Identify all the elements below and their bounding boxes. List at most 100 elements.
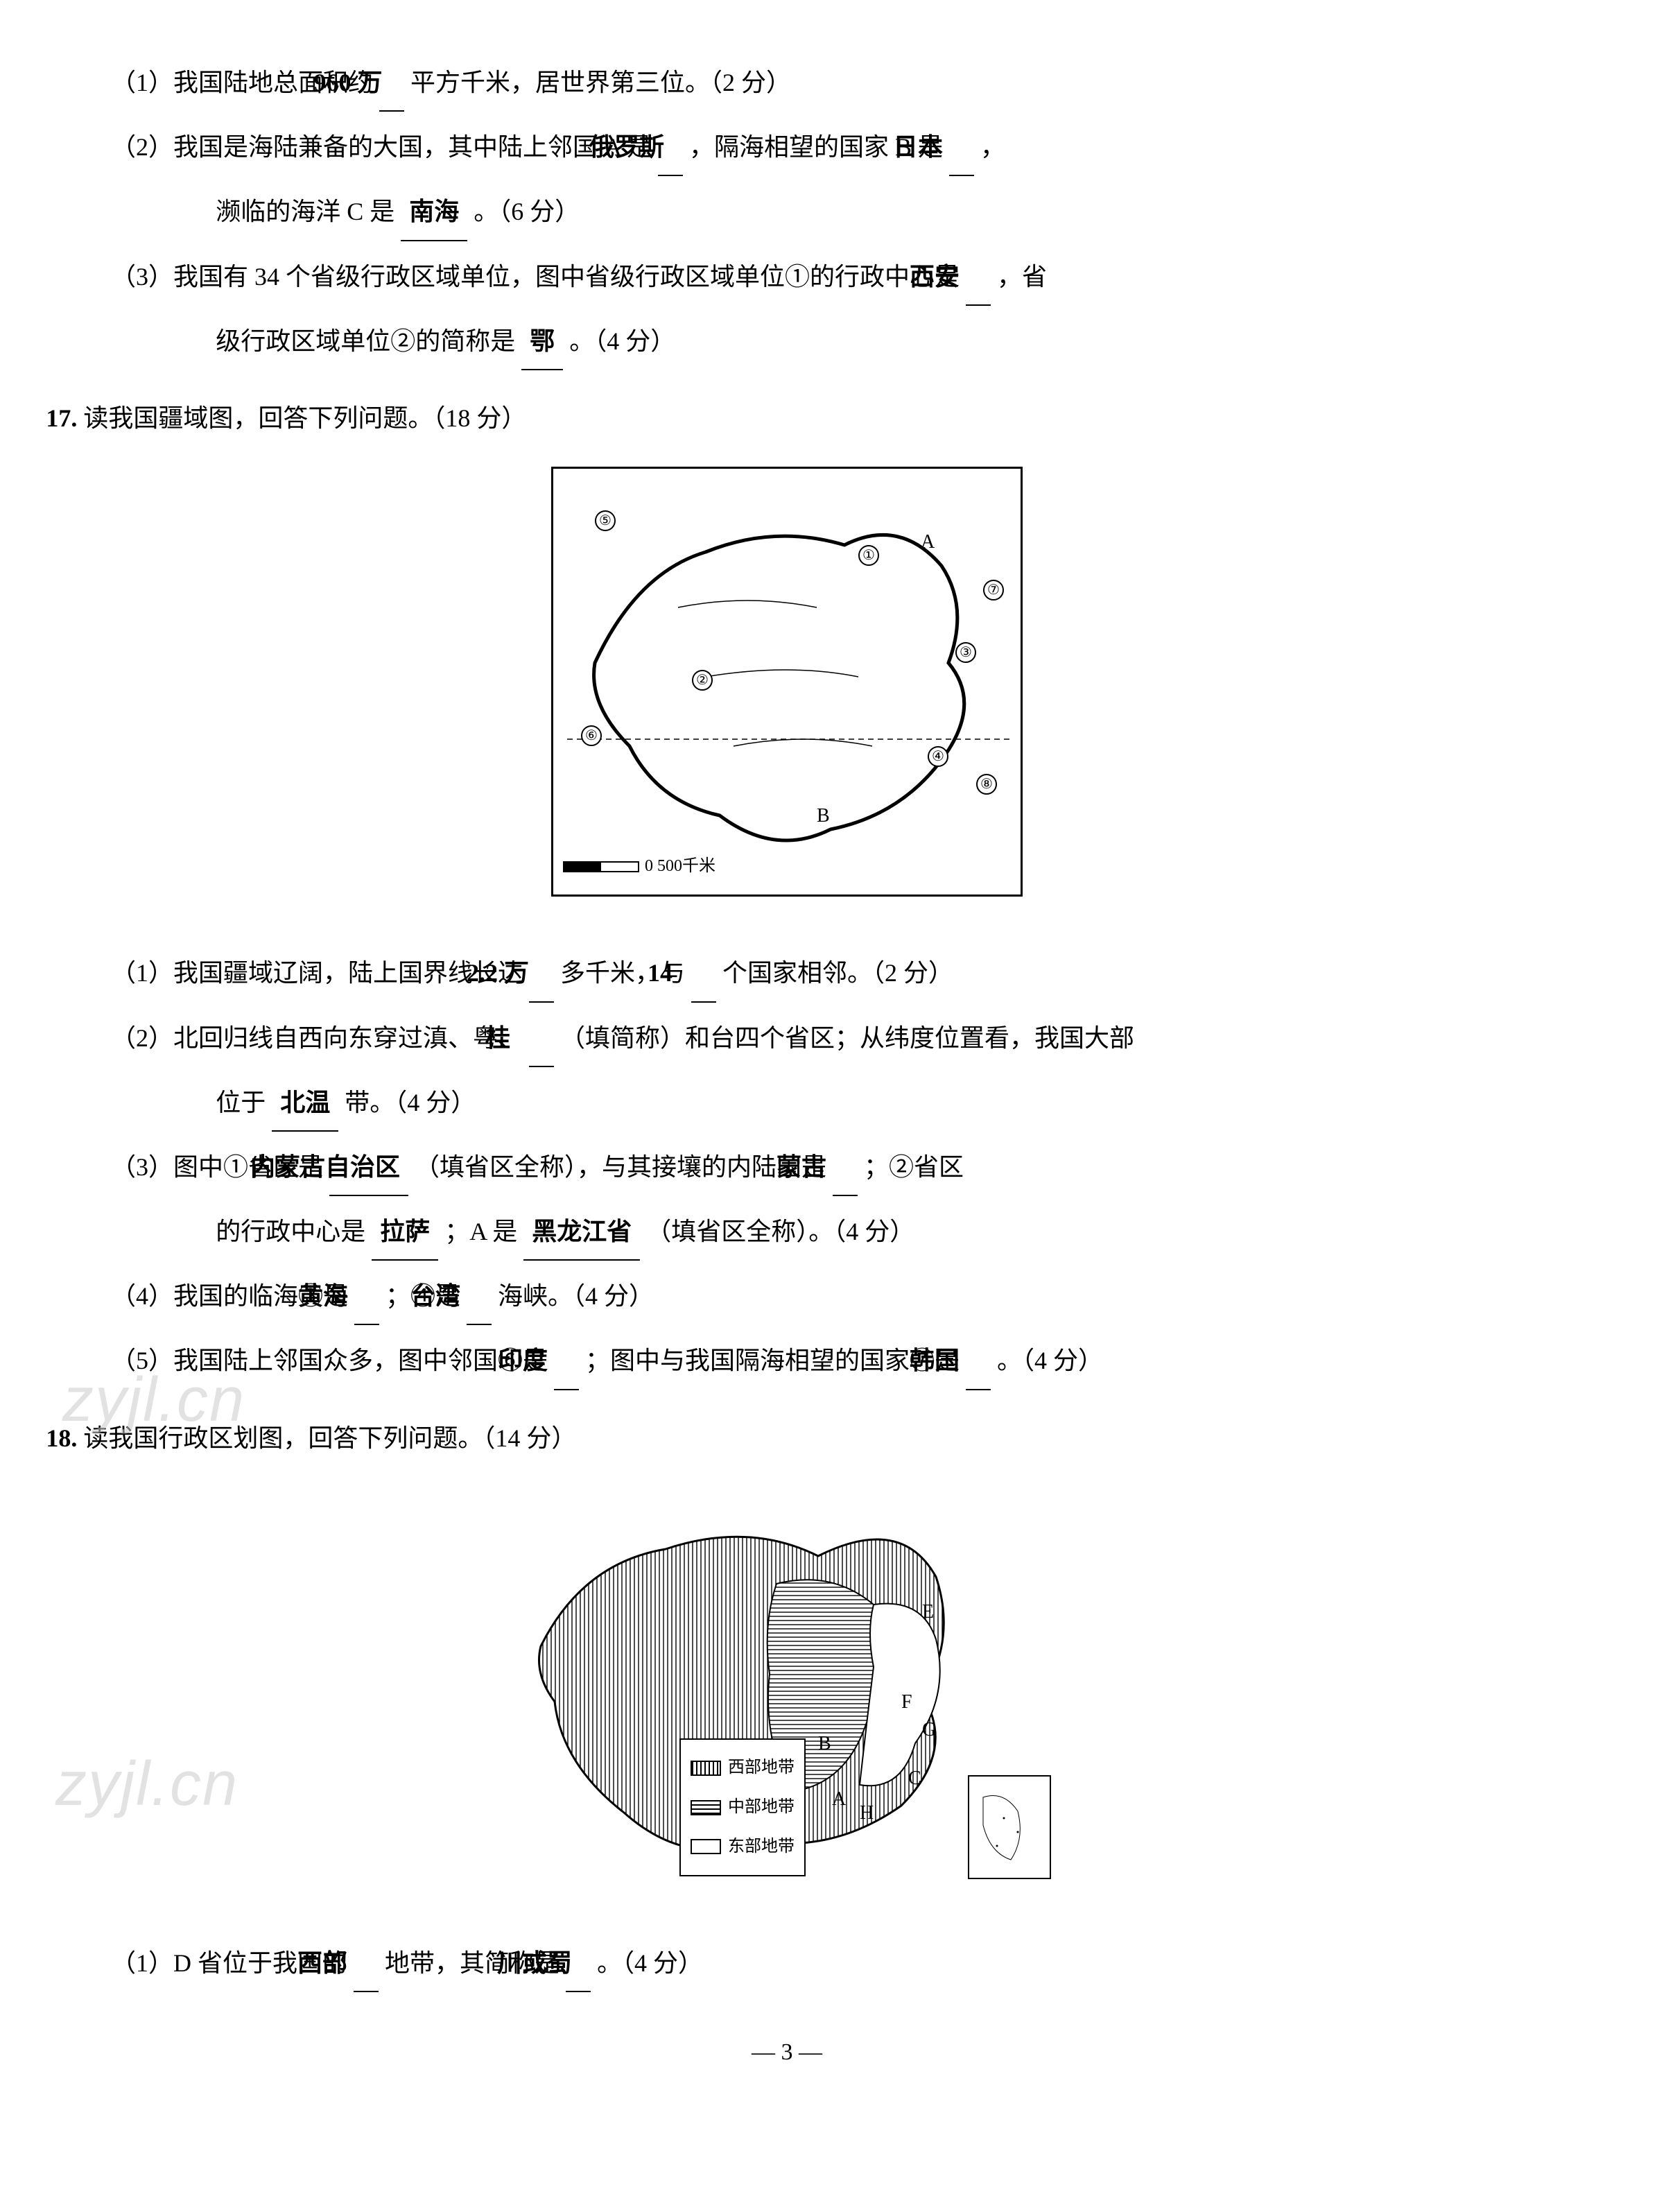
q17-p4-suffix: 海峡。（4 分） (498, 1282, 654, 1310)
map1-label-4: ④ (928, 746, 948, 767)
q16-p2: （2）我国是海陆兼备的大国，其中陆上邻国 A 是 俄罗斯 ，隔海相望的国家 B … (111, 120, 1463, 176)
q17-p3-blank1: 内蒙古自治区 (329, 1140, 408, 1196)
q16-p3b-blank1: 鄂 (521, 314, 563, 370)
legend-east-swatch (691, 1839, 721, 1854)
q16-p3b-prefix: 级行政区域单位②的简称是 (216, 327, 515, 355)
q17-stem-text: 读我国疆域图，回答下列问题。（18 分） (83, 404, 526, 432)
q17-p1-blank2: 14 (691, 946, 716, 1002)
q18-map: E F G C H A B D 西部地带 中部地带 东部地带 (513, 1487, 1061, 1889)
q16-p2-blank1: 俄罗斯 (658, 120, 683, 176)
q16-p3: （3）我国有 34 个省级行政区域单位，图中省级行政区域单位①的行政中心是 西安… (111, 250, 1463, 306)
q17-p3b-blank1: 拉萨 (372, 1204, 438, 1261)
q18-p1-blank1: 西部 (354, 1936, 379, 1992)
page-number: — 3 — (111, 2027, 1463, 2079)
q18-stem-text: 读我国行政区划图，回答下列问题。（14 分） (83, 1424, 576, 1452)
q17-p2b-prefix: 位于 (216, 1089, 266, 1116)
q16-p2b-prefix: 濒临的海洋 C 是 (216, 198, 394, 225)
map1-label-B: B (817, 795, 830, 838)
q17-p3b-mid: ；A 是 (444, 1218, 517, 1245)
q17-p1-suffix: 个国家相邻。（2 分） (722, 959, 953, 987)
q17-p1: （1）我国疆域辽阔，陆上国界线长达 2.2 万 多千米，与 14 个国家相邻。（… (111, 946, 1463, 1002)
map1-label-8: ⑧ (976, 774, 997, 795)
q18-inset-map (968, 1775, 1051, 1879)
q17-stem: 17. 读我国疆域图，回答下列问题。（18 分） (111, 391, 1463, 446)
q17-p3-blank2: 蒙古 (833, 1140, 858, 1196)
legend-east: 东部地带 (691, 1829, 795, 1865)
q17-p4: （4）我国的临海③是 黄海 ；④是 台湾 海峡。（4 分） (111, 1269, 1463, 1325)
q16-p3b-suffix: 。（4 分） (569, 327, 675, 355)
map1-label-A: A (921, 521, 935, 564)
legend-west: 西部地带 (691, 1749, 795, 1786)
q17-map-svg (553, 469, 1025, 899)
q17-p3: （3）图中①省区是 内蒙古自治区 （填省区全称），与其接壤的内陆国是 蒙古 ；②… (111, 1140, 1463, 1196)
scale-bar-icon (563, 861, 639, 872)
q17-p3b-suffix: （填省区全称）。（4 分） (646, 1218, 914, 1245)
q17-p1-blank1: 2.2 万 (529, 946, 554, 1002)
map2-H: H (860, 1792, 874, 1835)
q18-map-container: zyjl.cn E F G C H A B D 西部地带 中部地带 东部地带 (111, 1487, 1463, 1908)
q16-p2b-blank1: 南海 (401, 184, 467, 241)
q17-p5-blank2: 韩国 (966, 1333, 991, 1390)
q16-p3b: 级行政区域单位②的简称是 鄂 。（4 分） (111, 314, 1463, 370)
q17-p2b-blank1: 北温 (272, 1075, 338, 1132)
q17-p3b-blank2: 黑龙江省 (523, 1204, 640, 1261)
inset-svg (969, 1777, 1052, 1881)
q16-p3-tail: ，省 (997, 263, 1047, 291)
map1-label-1: ① (858, 545, 879, 566)
q17-p2-suffix: （填简称）和台四个省区；从纬度位置看，我国大部 (560, 1024, 1134, 1052)
q16-p1-blank1: 960 万 (379, 55, 404, 112)
legend-west-swatch (691, 1761, 721, 1776)
map2-A: A (832, 1778, 846, 1821)
q17-p5-suffix: 。（4 分） (997, 1347, 1103, 1374)
q16-p2-blank2: 日本 (949, 120, 974, 176)
q17-p2: （2）北回归线自西向东穿过滇、粤、 桂 （填简称）和台四个省区；从纬度位置看，我… (111, 1011, 1463, 1067)
map1-label-3: ③ (955, 642, 976, 663)
q16-p2b-suffix: 。（6 分） (474, 198, 580, 225)
q18-p1-blank2: 川或蜀 (566, 1936, 591, 1992)
q17-map: ⑤ ⑥ ① ② ③ ④ ⑦ ⑧ A B 0 500千米 (551, 467, 1023, 897)
q17-p5-blank1: 印度 (554, 1333, 579, 1390)
map1-label-6: ⑥ (581, 725, 602, 746)
q16-p2-prefix: （2）我国是海陆兼备的大国，其中陆上邻国 A 是 (111, 133, 652, 161)
legend-mid-swatch (691, 1800, 721, 1815)
q17-p3-tail: ；②省区 (864, 1153, 964, 1181)
q17-p5-prefix: （5）我国陆上邻国众多，图中邻国⑥是 (111, 1347, 548, 1374)
q18-num: 18. (46, 1424, 77, 1452)
q17-p2b-suffix: 带。（4 分） (345, 1089, 476, 1116)
q17-p2b: 位于 北温 带。（4 分） (111, 1075, 1463, 1132)
q16-p2b: 濒临的海洋 C 是 南海 。（6 分） (111, 184, 1463, 241)
map2-B: B (818, 1722, 831, 1765)
q18-p1-suffix: 。（4 分） (597, 1949, 703, 1977)
q16-p2-tail: ， (980, 133, 1005, 161)
map2-E: E (922, 1591, 934, 1634)
q17-p3-mid1: （填省区全称），与其接壤的内陆国是 (415, 1153, 826, 1181)
q17-map-container: ⑤ ⑥ ① ② ③ ④ ⑦ ⑧ A B 0 500千米 (111, 467, 1463, 918)
scale-label: 0 500千米 (645, 848, 715, 885)
map1-label-2: ② (692, 670, 713, 691)
q17-p2-prefix: （2）北回归线自西向东穿过滇、粤、 (111, 1024, 523, 1052)
map2-C: C (908, 1757, 921, 1800)
watermark-2: zyjl.cn (55, 1716, 238, 1853)
q17-p4-blank1: 黄海 (354, 1269, 379, 1325)
legend-west-label: 西部地带 (728, 1749, 795, 1786)
q16-p3-blank1: 西安 (966, 250, 991, 306)
q16-p1: （1）我国陆地总面积约 960 万 平方千米，居世界第三位。（2 分） (111, 55, 1463, 112)
q17-p5: （5）我国陆上邻国众多，图中邻国⑥是 印度 ；图中与我国隔海相望的国家⑦是 韩国… (111, 1333, 1463, 1390)
q17-p5-mid: ；图中与我国隔海相望的国家⑦是 (585, 1347, 960, 1374)
q17-p1-prefix: （1）我国疆域辽阔，陆上国界线长达 (111, 959, 523, 987)
q16-p1-suffix: 平方千米，居世界第三位。（2 分） (410, 69, 791, 96)
map2-F: F (901, 1681, 912, 1724)
q17-p3b-prefix: 的行政中心是 (216, 1218, 365, 1245)
q18-legend: 西部地带 中部地带 东部地带 (679, 1738, 806, 1876)
q18-stem: 18. 读我国行政区划图，回答下列问题。（14 分） (111, 1411, 1463, 1466)
q18-p1: （1）D 省位于我国的 西部 地带，其简称是 川或蜀 。（4 分） (111, 1936, 1463, 1992)
q17-map-scale: 0 500千米 (563, 848, 715, 885)
legend-mid-label: 中部地带 (728, 1789, 795, 1826)
map1-label-5: ⑤ (595, 510, 616, 531)
map1-label-7: ⑦ (983, 580, 1004, 600)
map2-G: G (922, 1709, 936, 1752)
legend-east-label: 东部地带 (728, 1829, 795, 1865)
q17-p3b: 的行政中心是 拉萨 ；A 是 黑龙江省 （填省区全称）。（4 分） (111, 1204, 1463, 1261)
legend-mid: 中部地带 (691, 1789, 795, 1826)
q16-p3-prefix: （3）我国有 34 个省级行政区域单位，图中省级行政区域单位①的行政中心是 (111, 263, 960, 291)
